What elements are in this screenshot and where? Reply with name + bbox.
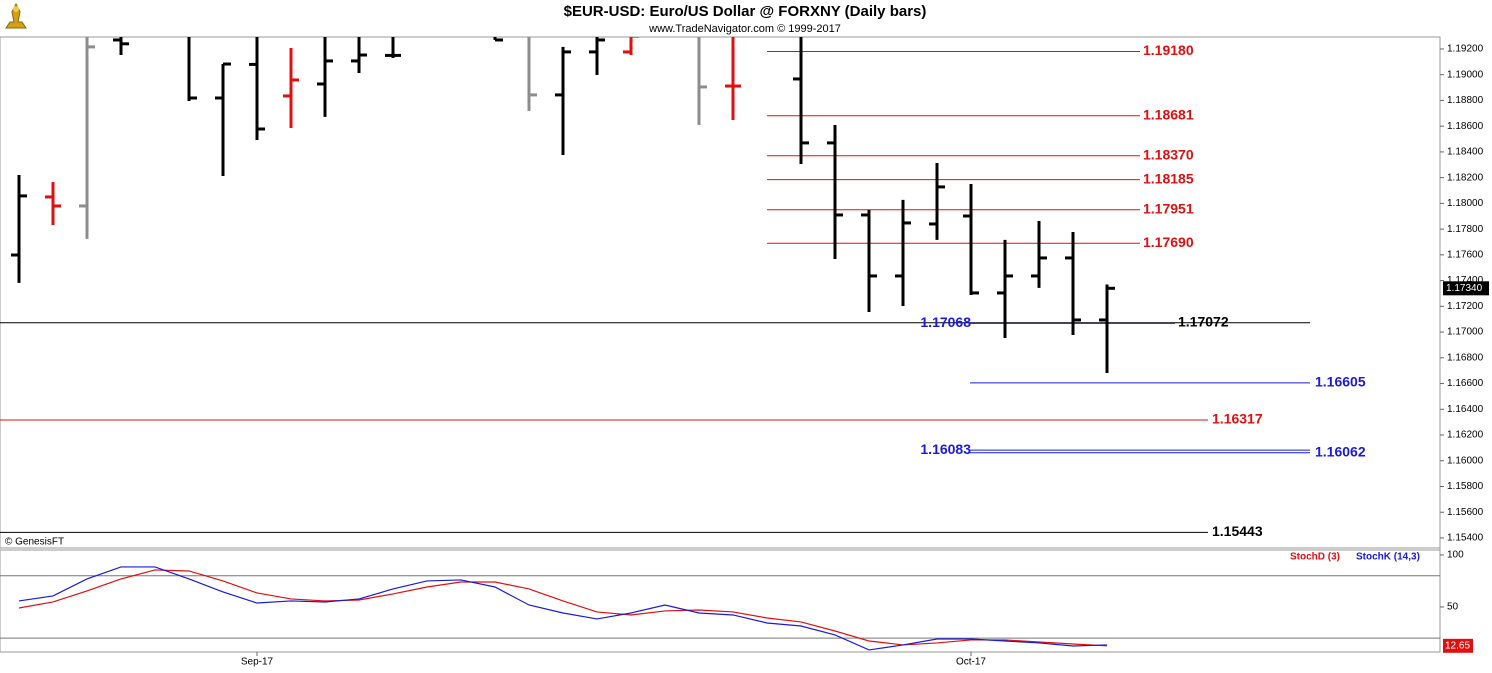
- chart-title: $EUR-USD: Euro/US Dollar @ FORXNY (Daily…: [564, 3, 927, 20]
- stoch-line: [18, 566, 1108, 651]
- y-tick-label: 1.19200: [1447, 44, 1484, 55]
- last-price-label: 1.17340: [1446, 283, 1483, 294]
- y-tick-label: 50: [1447, 602, 1459, 613]
- y-tick-label: 1.18600: [1447, 121, 1484, 132]
- chart-subtitle: www.TradeNavigator.com © 1999-2017: [648, 23, 841, 35]
- y-tick-label: 1.18000: [1447, 198, 1484, 209]
- y-tick-label: 1.17000: [1447, 327, 1484, 338]
- overlay: 1.15400 1.15600 1.15800 1.16000 1.16200 1.164…: [0, 42, 1489, 668]
- last-value-label: 12.65: [1445, 640, 1470, 651]
- y-tick-label: 1.18200: [1447, 172, 1484, 183]
- y-tick-label: 1.15800: [1447, 481, 1484, 492]
- y-tick-label: 1.16600: [1447, 378, 1484, 389]
- source-note: © GenesisFT: [5, 537, 64, 548]
- legend-entry: StochK (14,3): [1356, 552, 1420, 563]
- level-label: 1.17068: [920, 314, 971, 330]
- y-tick-label: 1.17600: [1447, 250, 1484, 261]
- y-tick-label: 1.16000: [1447, 455, 1484, 466]
- logo: [5, 2, 27, 29]
- level-label: 1.16083: [920, 441, 971, 457]
- y-tick-label: 1.16200: [1447, 430, 1484, 441]
- level-label: 1.17690: [1143, 234, 1194, 250]
- level-label: 1.16605: [1315, 374, 1366, 390]
- y-tick-label: 100: [1447, 550, 1464, 561]
- level-label: 1.17951: [1143, 200, 1194, 216]
- x-tick-label: Sep-17: [241, 657, 274, 668]
- legend-entry: StochD (3): [1290, 552, 1340, 563]
- y-tick-label: 1.16400: [1447, 404, 1484, 415]
- level-label: 1.19180: [1143, 42, 1194, 58]
- y-tick-label: 1.15600: [1447, 507, 1484, 518]
- stoch-line: [18, 569, 1108, 647]
- y-tick-label: 1.18800: [1447, 95, 1484, 106]
- y-tick-label: 1.18400: [1447, 147, 1484, 158]
- y-tick-label: 1.16800: [1447, 352, 1484, 363]
- level-label: 1.16317: [1212, 411, 1263, 427]
- last-value-box: [1443, 638, 1473, 653]
- level-label: 1.16062: [1315, 443, 1366, 459]
- level-label: 1.15443: [1212, 523, 1263, 539]
- level-label: 1.18681: [1143, 106, 1194, 122]
- y-tick-label: 1.17200: [1447, 301, 1484, 312]
- y-tick-label: 1.19000: [1447, 69, 1484, 80]
- last-price-box: [1443, 281, 1489, 296]
- y-tick-label: 1.15400: [1447, 533, 1484, 544]
- y-tick-label: 1.17800: [1447, 224, 1484, 235]
- x-tick-label: Oct-17: [956, 657, 986, 668]
- level-label: 1.18185: [1143, 170, 1194, 186]
- main-plot: [0, 37, 1310, 533]
- level-label: 1.17072: [1178, 314, 1229, 330]
- level-label: 1.18370: [1143, 146, 1194, 162]
- y-tick-label: 1.17400: [1447, 275, 1484, 286]
